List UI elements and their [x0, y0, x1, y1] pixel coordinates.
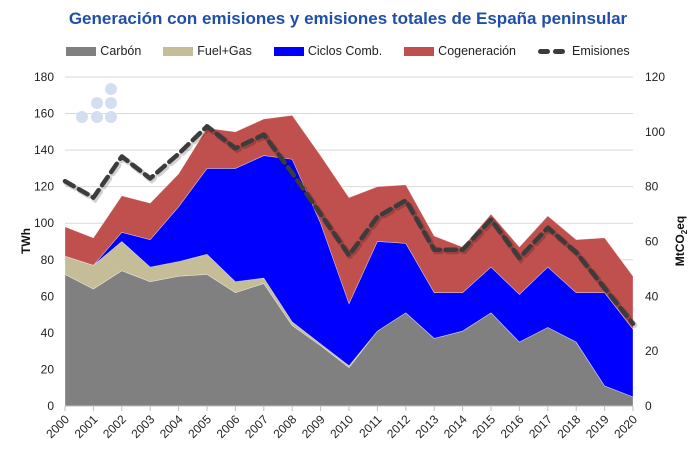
x-tick-label: 2001: [72, 412, 101, 441]
watermark-dot: [105, 111, 117, 123]
y-tick-label: 180: [34, 70, 54, 84]
y2-tick-label: 80: [645, 180, 659, 194]
y2-tick-label: 60: [645, 235, 659, 249]
x-tick-label: 2019: [583, 412, 612, 441]
x-tick-label: 2005: [185, 412, 214, 441]
y-axis-label: TWh: [19, 228, 33, 254]
y-tick-label: 40: [41, 326, 55, 340]
x-tick-label: 2000: [43, 412, 72, 441]
x-tick-label: 2006: [214, 412, 243, 441]
y2-axis-label: MtCO2eq: [673, 216, 689, 266]
x-tick-label: 2015: [469, 412, 498, 441]
legend-swatch: [404, 46, 435, 56]
watermark-dot: [105, 97, 117, 109]
chart-title: Generación con emisiones y emisiones tot…: [68, 9, 628, 28]
y2-tick-label: 100: [645, 125, 665, 139]
x-tick-label: 2013: [413, 412, 442, 441]
legend-item: Ciclos Comb.: [273, 44, 383, 58]
watermark-dot: [91, 97, 103, 109]
x-tick-label: 2010: [327, 412, 356, 441]
x-tick-label: 2007: [242, 412, 271, 441]
legend-swatch: [163, 46, 194, 56]
y-tick-label: 160: [34, 107, 54, 121]
y-tick-label: 20: [41, 362, 55, 376]
y-tick-label: 0: [47, 399, 54, 413]
y-tick-label: 140: [34, 143, 54, 157]
y2-tick-label: 40: [645, 289, 659, 303]
watermark-dot: [91, 111, 103, 123]
y2-tick-label: 20: [645, 344, 659, 358]
x-tick-label: 2020: [611, 412, 640, 441]
legend-swatch: [273, 46, 304, 56]
y2-tick-label: 0: [645, 399, 652, 413]
legend-item: Carbón: [66, 44, 141, 58]
x-tick-label: 2016: [498, 412, 527, 441]
legend-item: Emisiones: [538, 44, 630, 58]
x-tick-label: 2011: [356, 412, 384, 440]
x-tick-label: 2008: [271, 412, 300, 441]
legend-item: Fuel+Gas: [163, 44, 252, 58]
watermark-dot: [76, 111, 88, 123]
y2-tick-label: 120: [645, 70, 665, 84]
x-tick-label: 2014: [441, 412, 470, 441]
legend-label: Fuel+Gas: [197, 44, 252, 58]
x-tick-label: 2009: [299, 412, 328, 441]
emissions-line: [62, 124, 636, 326]
legend-label: Ciclos Comb.: [307, 44, 383, 58]
y-tick-label: 80: [41, 253, 55, 267]
y-tick-label: 120: [34, 180, 54, 194]
legend-item: Cogeneración: [404, 44, 516, 58]
x-tick-label: 2012: [384, 412, 413, 441]
x-tick-label: 2018: [555, 412, 584, 441]
legend-label: Carbón: [100, 44, 142, 58]
x-tick-label: 2003: [129, 412, 158, 441]
legend-label: Emisiones: [572, 44, 630, 58]
legend-swatch: [66, 46, 97, 56]
legend-swatch: [538, 47, 568, 56]
legend-label: Cogeneración: [438, 44, 517, 58]
x-tick-label: 2017: [526, 412, 555, 441]
y-tick-label: 100: [34, 216, 54, 230]
area-cogeneraci-n: [64, 115, 634, 331]
x-tick-label: 2002: [100, 412, 129, 441]
legend: Carbón Fuel+Gas Ciclos Comb. Cogeneración Em…: [0, 44, 696, 58]
x-tick-label: 2004: [157, 412, 186, 441]
watermark-dot: [105, 83, 117, 95]
y-tick-label: 60: [41, 289, 55, 303]
